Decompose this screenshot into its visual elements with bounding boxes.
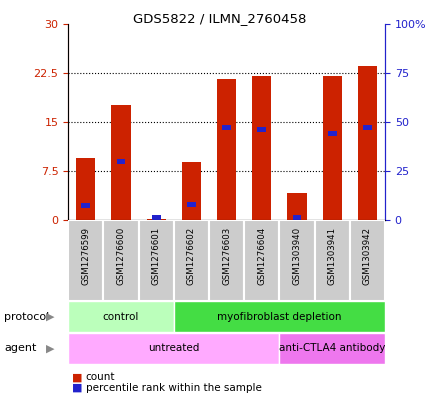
Bar xyxy=(147,219,166,220)
Text: control: control xyxy=(103,312,139,322)
Text: GSM1276604: GSM1276604 xyxy=(257,226,266,285)
Text: ▶: ▶ xyxy=(46,312,55,322)
Bar xyxy=(174,220,209,301)
Text: myofibroblast depletion: myofibroblast depletion xyxy=(217,312,341,322)
Bar xyxy=(244,220,279,301)
Text: ■: ■ xyxy=(72,383,82,393)
Text: GSM1276603: GSM1276603 xyxy=(222,226,231,285)
Bar xyxy=(328,131,337,136)
Bar xyxy=(174,301,385,332)
Text: GDS5822 / ILMN_2760458: GDS5822 / ILMN_2760458 xyxy=(133,12,307,25)
Bar xyxy=(363,125,372,130)
Bar xyxy=(152,215,161,220)
Text: anti-CTLA4 antibody: anti-CTLA4 antibody xyxy=(279,343,385,353)
Text: GSM1303940: GSM1303940 xyxy=(293,226,301,285)
Bar xyxy=(222,125,231,130)
Bar xyxy=(81,203,90,208)
Text: count: count xyxy=(86,372,115,382)
Text: GSM1303942: GSM1303942 xyxy=(363,226,372,285)
Bar xyxy=(76,158,95,220)
Bar xyxy=(117,158,125,164)
Bar xyxy=(358,66,377,220)
Bar xyxy=(257,127,266,132)
Text: ■: ■ xyxy=(72,372,82,382)
Text: protocol: protocol xyxy=(4,312,50,322)
Text: GSM1303941: GSM1303941 xyxy=(328,226,337,285)
Bar xyxy=(279,333,385,364)
Bar xyxy=(350,220,385,301)
Bar xyxy=(287,193,307,220)
Bar xyxy=(68,301,174,332)
Bar xyxy=(103,220,139,301)
Text: GSM1276601: GSM1276601 xyxy=(152,226,161,285)
Bar xyxy=(68,220,103,301)
Bar xyxy=(68,333,279,364)
Text: GSM1276600: GSM1276600 xyxy=(117,226,125,285)
Text: agent: agent xyxy=(4,343,37,353)
Bar xyxy=(209,220,244,301)
Bar xyxy=(323,76,342,220)
Bar xyxy=(293,215,301,220)
Bar xyxy=(139,220,174,301)
Bar xyxy=(217,79,236,220)
Bar xyxy=(315,220,350,301)
Bar xyxy=(187,202,196,207)
Text: untreated: untreated xyxy=(148,343,199,353)
Text: GSM1276599: GSM1276599 xyxy=(81,226,90,285)
Bar xyxy=(182,162,201,220)
Text: GSM1276602: GSM1276602 xyxy=(187,226,196,285)
Bar xyxy=(252,76,271,220)
Text: ▶: ▶ xyxy=(46,343,55,353)
Bar xyxy=(279,220,315,301)
Bar xyxy=(111,105,131,220)
Text: percentile rank within the sample: percentile rank within the sample xyxy=(86,383,262,393)
